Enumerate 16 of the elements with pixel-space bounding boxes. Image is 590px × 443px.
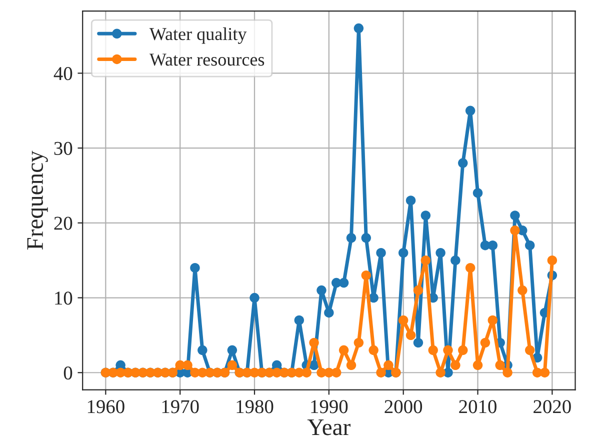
x-tick-label: 1970 xyxy=(162,400,199,414)
y-axis-title: Frequency xyxy=(27,150,48,250)
y-tick-label: 20 xyxy=(54,216,72,230)
y-tick-label: 0 xyxy=(64,366,72,380)
x-tick-label: 1990 xyxy=(311,400,348,414)
x-tick-label: 2000 xyxy=(384,400,422,414)
legend-label: Water resources xyxy=(149,54,264,66)
legend-label: Water quality xyxy=(149,27,247,44)
x-tick-label: 2010 xyxy=(459,400,496,414)
x-axis-title: Year xyxy=(307,420,350,436)
y-tick-label: 40 xyxy=(54,67,72,80)
y-tick-label: 10 xyxy=(55,292,72,305)
x-tick-label: 2020 xyxy=(534,400,571,414)
x-tick-label: 1960 xyxy=(88,400,124,414)
x-tick-label: 1980 xyxy=(236,400,274,414)
y-tick-label: 30 xyxy=(54,142,72,155)
